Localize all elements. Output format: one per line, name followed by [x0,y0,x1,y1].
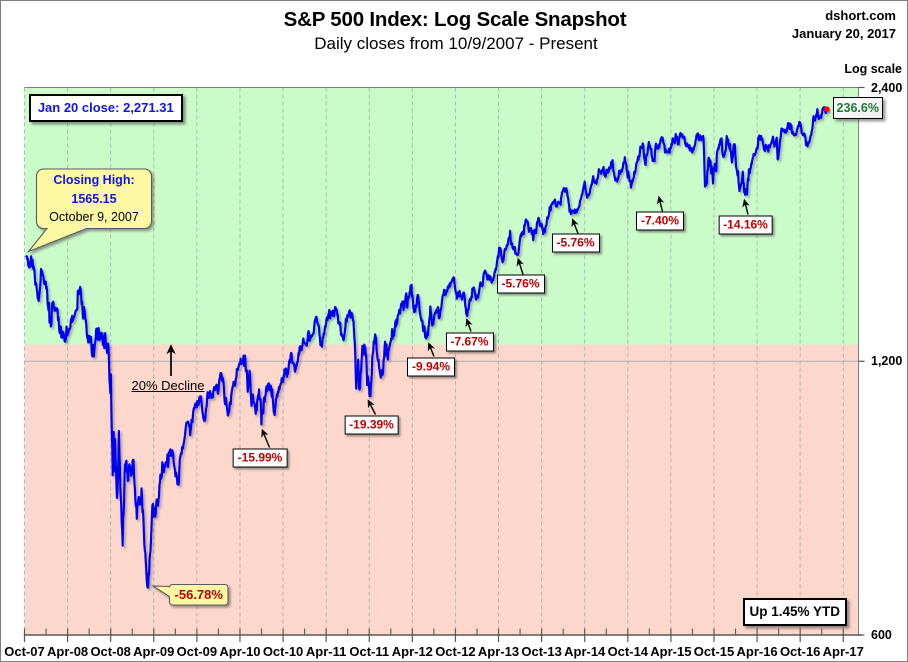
chart-date: January 20, 2017 [791,25,896,41]
source-credit: dshort.com [825,8,896,23]
x-axis-label: Apr-17 [822,644,864,659]
drawdown-label: -14.16% [718,215,773,234]
x-axis-label: Apr-14 [564,644,606,659]
drawdown-arrow [427,342,435,357]
sp500-series-line [25,106,828,589]
drawdown-arrow [516,257,524,275]
x-axis-label: Oct-11 [349,644,390,659]
closing-high-line1: Closing High: [53,173,135,187]
x-axis-label: Oct-14 [607,644,649,659]
latest-close-text: Jan 20 close: 2,271.31 [37,100,174,115]
trough-percent: -56.78% [174,587,223,603]
drawdown-label: -5.76% [551,233,600,253]
trough-callout [151,583,229,606]
gain-percent: 236.6% [836,100,879,115]
drawdown-arrow [367,399,377,415]
x-axis-label: Oct-08 [90,644,131,659]
drawdown-arrow [571,218,579,234]
x-axis-label: Apr-15 [650,644,692,659]
latest-close-dot [823,106,830,113]
drawdown-label: -15.99% [232,448,288,467]
drawdown-arrow [261,428,271,448]
closing-high-line3: October 9, 2007 [49,210,139,224]
drawdown-label: -7.67% [445,332,494,352]
x-axis-label: Oct-16 [779,644,821,659]
x-axis-label: Oct-15 [693,644,735,659]
y-axis-label: 600 [871,628,892,642]
closing-high-line2: 1565.15 [71,191,117,206]
closing-high-callout [26,168,153,253]
drawdown-arrow [465,318,473,332]
closing-high-callout-text: Closing High: 1565.15 October 9, 2007 [37,169,152,229]
drawdown-label: -7.40% [635,211,685,231]
y-axis-label: 1,200 [871,354,903,369]
y-axis-label: 2,400 [871,80,903,95]
gain-since-low-label: 236.6% [833,97,883,119]
x-axis-label: Oct-13 [521,644,562,659]
x-axis-label: Apr-12 [391,644,433,659]
x-axis-label: Oct-09 [176,644,218,659]
drawdown-label: -19.39% [344,415,399,435]
log-scale-note: Log scale [844,62,902,76]
x-axis-label: Apr-13 [477,644,520,659]
drawdown-label: -9.94% [406,357,456,377]
drawdown-label: -5.76% [496,274,545,294]
drawdown-arrow [742,198,750,215]
x-axis-label: Apr-10 [219,644,261,659]
ytd-label: Up 1.45% YTD [743,598,847,626]
trough-callout-text: -56.78% [170,585,229,606]
x-axis-label: Oct-12 [435,644,476,659]
x-axis-label: Apr-11 [305,644,347,659]
decline-threshold-label: 20% Decline [131,377,205,393]
chart-subtitle: Daily closes from 10/9/2007 - Present [314,34,598,53]
x-axis-label: Oct-10 [262,644,304,659]
ytd-text: Up 1.45% YTD [749,604,841,620]
x-axis-label: Apr-16 [736,644,778,659]
x-axis-label: Apr-08 [46,644,89,659]
drawdown-arrow [656,195,665,212]
latest-close-label: Jan 20 close: 2,271.31 [29,93,183,122]
x-axis-label: Apr-09 [133,644,175,659]
chart-title: S&P 500 Index: Log Scale Snapshot [283,8,627,31]
x-axis-label: Oct-07 [4,644,45,659]
